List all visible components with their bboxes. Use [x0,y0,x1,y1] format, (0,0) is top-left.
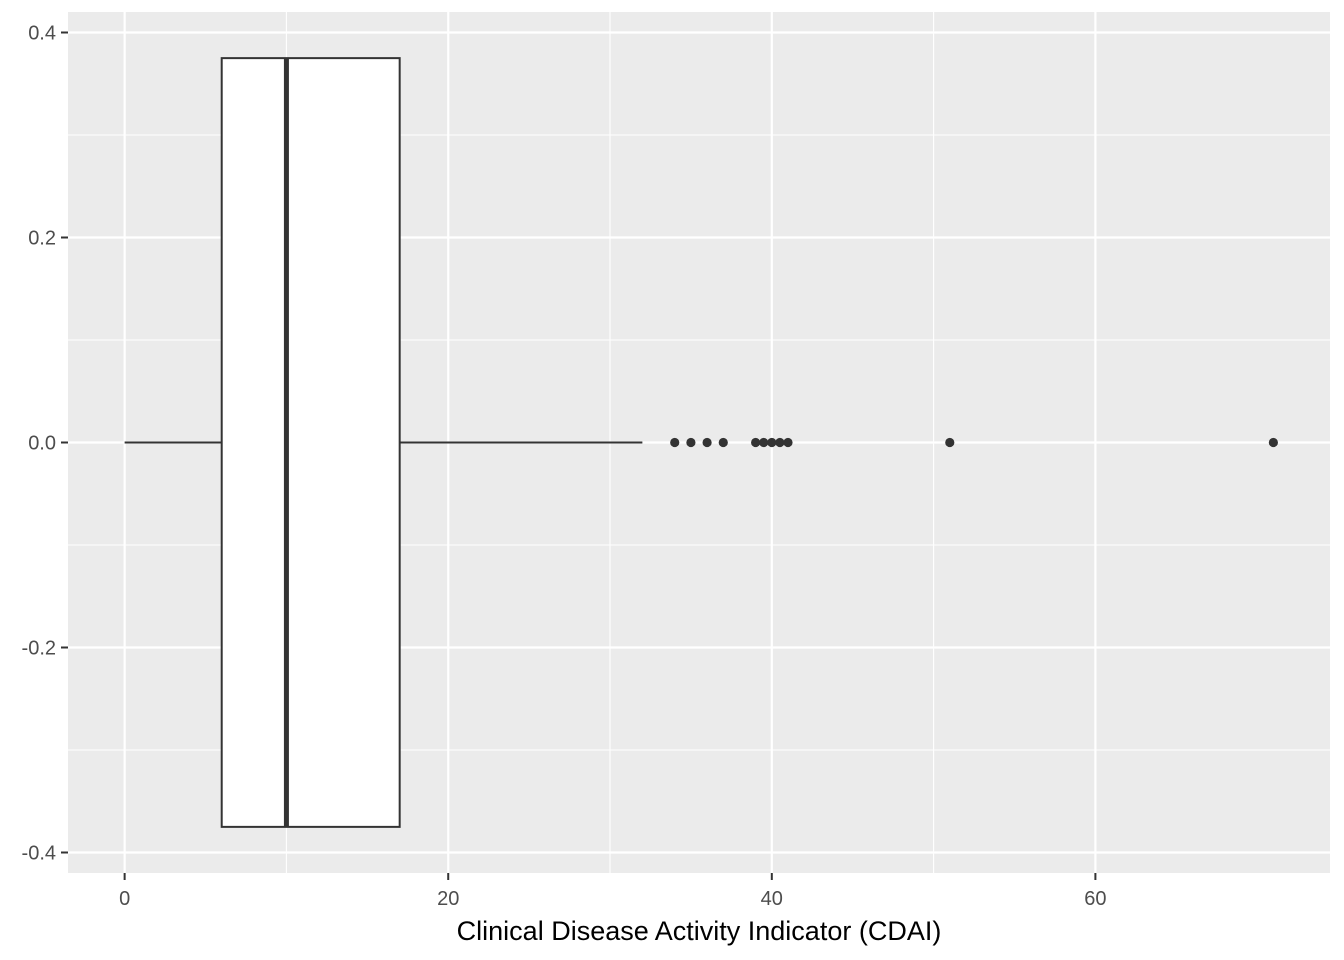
x-tick-label: 20 [437,888,459,910]
x-axis-title: Clinical Disease Activity Indicator (CDA… [457,916,942,946]
outlier-point [945,437,955,448]
outlier-point [751,437,761,448]
outlier-point [1268,437,1278,448]
y-tick-label: 0.0 [28,433,56,455]
outlier-layer [670,437,1278,448]
outlier-point [686,437,696,448]
y-tick-label: 0.4 [28,23,56,45]
y-tick-label: 0.2 [28,228,56,250]
box-iqr [220,57,401,828]
x-axis: 0 20 40 60 [119,873,1107,910]
outlier-point [775,437,785,448]
y-tick-label: -0.4 [22,843,56,865]
outlier-point [783,437,793,448]
outlier-point [767,437,777,448]
box-layer [124,57,643,828]
x-tick-label: 60 [1084,888,1106,910]
x-tick-label: 40 [761,888,783,910]
outlier-point [702,437,712,448]
x-tick-label: 0 [119,888,130,910]
y-axis: 0.4 0.2 0.0 -0.2 -0.4 [22,23,68,865]
outlier-point [670,437,680,448]
outlier-point [759,437,769,448]
y-tick-label: -0.2 [22,638,56,660]
outlier-point [718,437,728,448]
